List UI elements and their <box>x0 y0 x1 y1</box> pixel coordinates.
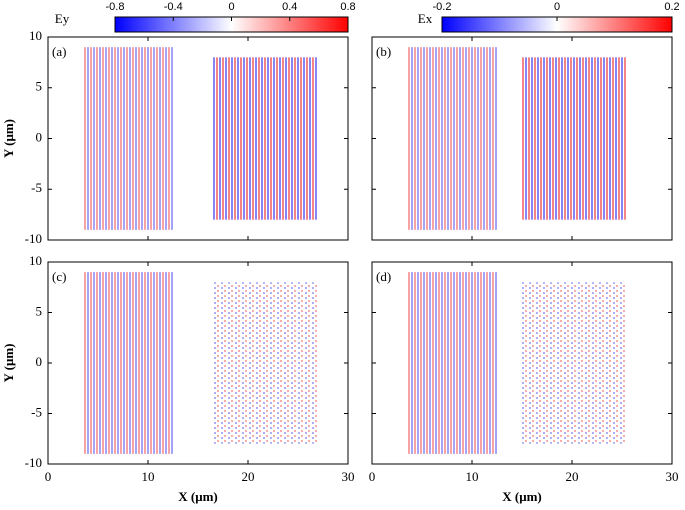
colorbar-tick-label: 0.8 <box>340 1 355 13</box>
y-tick-label: 5 <box>36 303 43 318</box>
colorbar-tick-label: 0.2 <box>664 1 679 13</box>
panel-label: (b) <box>376 44 391 59</box>
colorbar-tick-label: -0.4 <box>164 1 183 13</box>
x-tick-label: 20 <box>566 469 579 484</box>
y-tick-label: 10 <box>29 253 42 268</box>
x-tick-label: 20 <box>242 469 255 484</box>
colorbar-label: Ex <box>418 11 433 26</box>
colorbar-tick-label: -0.8 <box>106 1 125 13</box>
x-tick-label: 10 <box>466 469 479 484</box>
panel-label: (d) <box>376 269 391 284</box>
field-wave-region <box>408 47 498 230</box>
y-tick-label: -10 <box>25 455 42 470</box>
x-tick-label: 0 <box>45 469 52 484</box>
field-guide-region <box>213 282 318 444</box>
field-wave-region <box>84 272 174 454</box>
field-image <box>84 272 318 454</box>
colorbar-tick-label: 0.4 <box>282 1 297 13</box>
field-guide-region <box>522 57 627 220</box>
panel-label: (c) <box>52 269 66 284</box>
field-wave-region <box>84 47 174 230</box>
y-tick-label: -5 <box>31 404 42 419</box>
x-axis-label: X (μm) <box>178 489 218 504</box>
y-tick-label: -10 <box>25 231 42 246</box>
colorbar-tick-label: 0 <box>228 1 234 13</box>
x-tick-label: 30 <box>666 469 679 484</box>
x-tick-label: 0 <box>369 469 376 484</box>
field-guide-region <box>213 57 318 220</box>
x-axis-label: X (μm) <box>502 489 542 504</box>
x-tick-label: 10 <box>142 469 155 484</box>
y-tick-label: 0 <box>36 354 43 369</box>
field-image <box>408 47 627 230</box>
y-axis-label: Y (μm) <box>1 343 16 382</box>
y-tick-label: 0 <box>36 129 43 144</box>
y-tick-label: 5 <box>36 79 43 94</box>
y-axis-label: Y (μm) <box>1 119 16 158</box>
field-wave-region <box>408 272 498 454</box>
colorbar-tick-label: 0 <box>554 1 560 13</box>
colorbar-tick-label: -0.2 <box>433 1 452 13</box>
field-guide-region <box>522 282 627 444</box>
y-tick-label: -5 <box>31 180 42 195</box>
colorbar-label: Ey <box>55 11 70 26</box>
y-tick-label: 10 <box>29 28 42 43</box>
panel-label: (a) <box>52 44 66 59</box>
field-image <box>84 47 318 230</box>
x-tick-label: 30 <box>342 469 355 484</box>
field-image <box>408 272 627 454</box>
